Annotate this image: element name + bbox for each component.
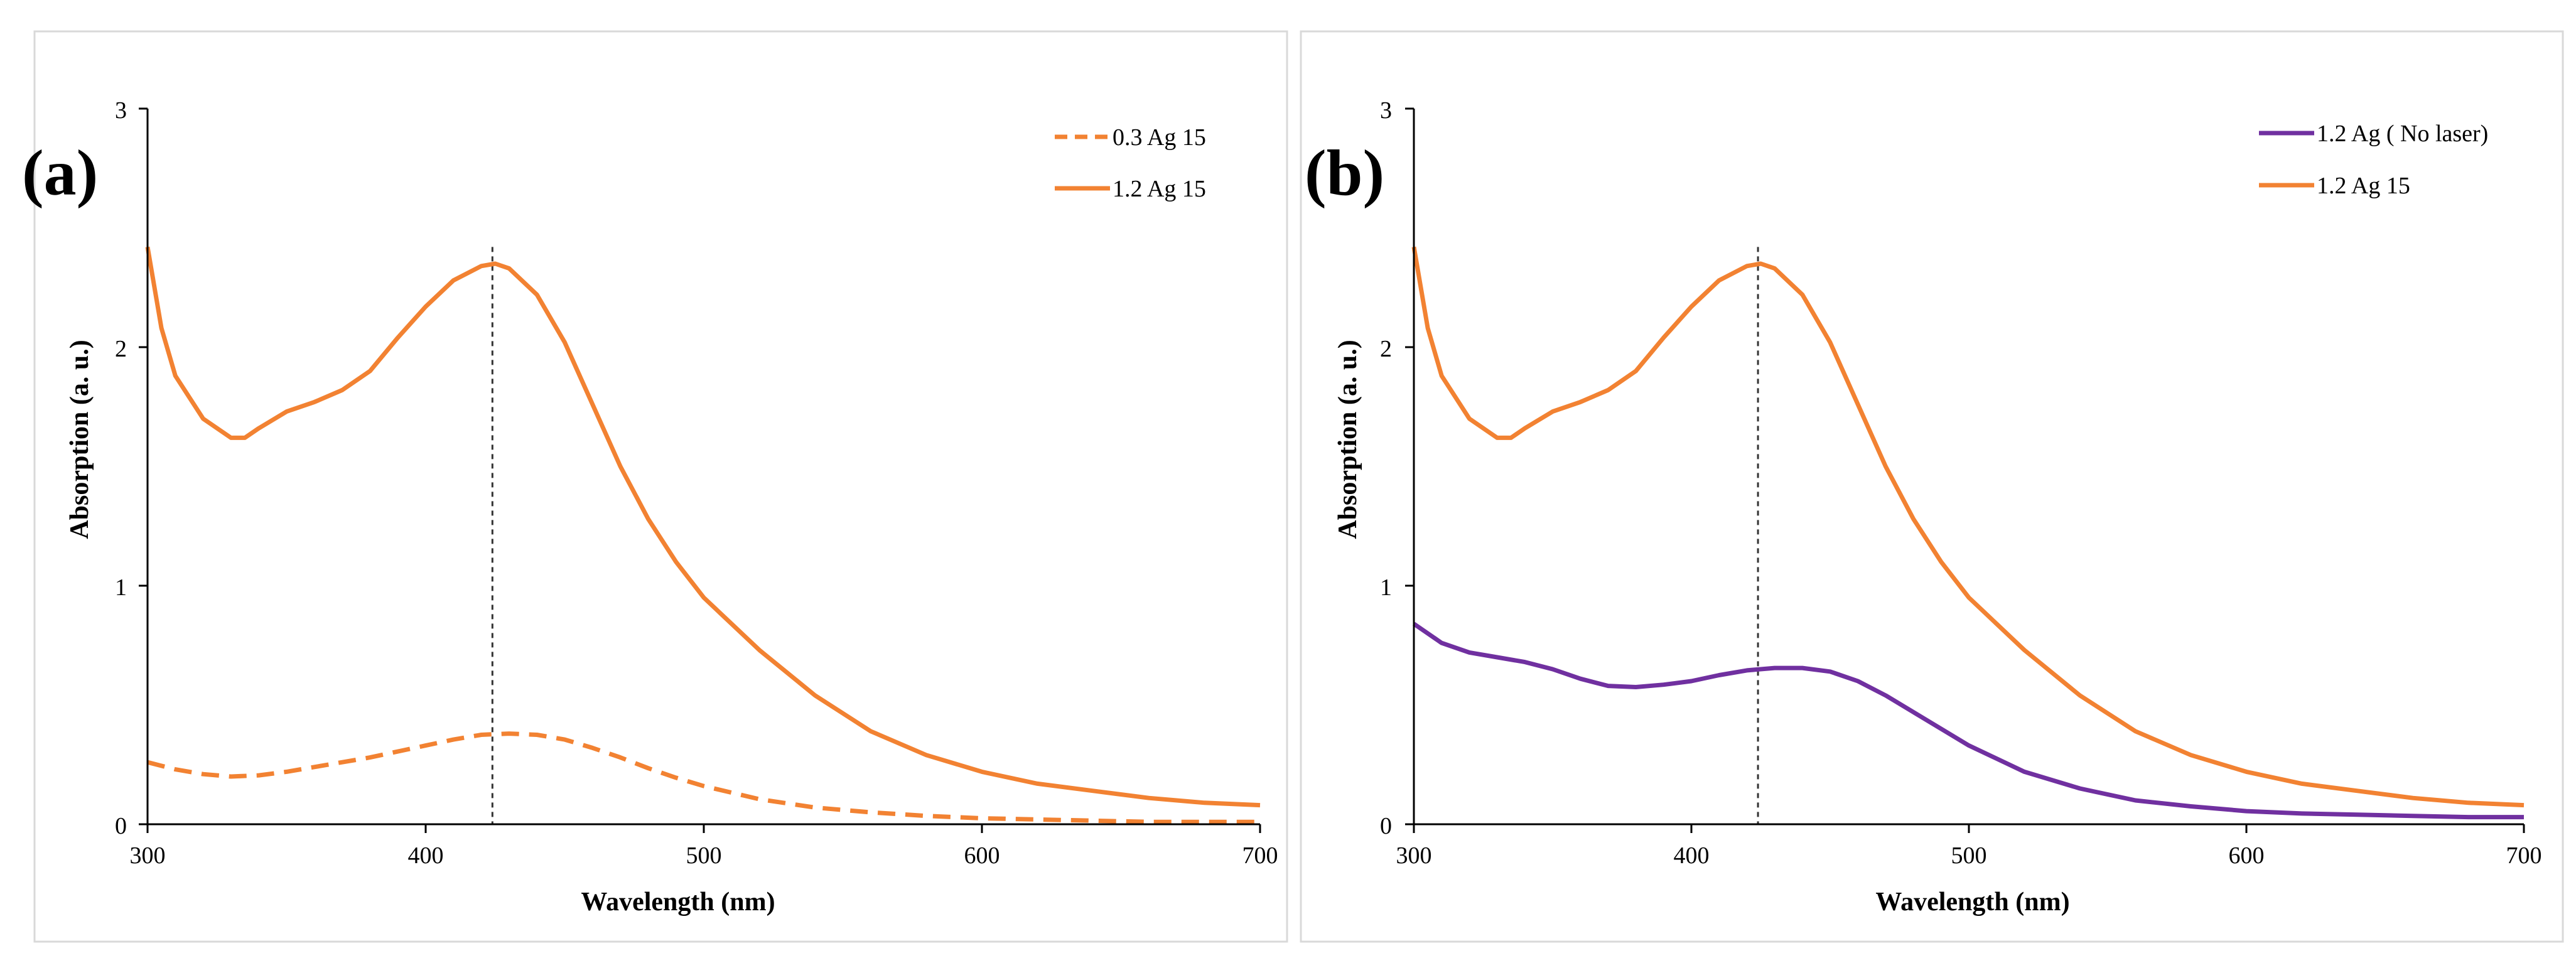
panel-b-x-tick-label: 400 [1674,842,1710,869]
panel-b-y-tick-label: 3 [1380,97,1392,124]
panel-b-legend-label: 1.2 Ag 15 [2317,173,2410,199]
panel-b-x-axis-title: Wavelength (nm) [1875,888,2069,917]
panel-a-y-tick-label: 2 [115,336,127,362]
panel-a-x-tick-label: 600 [964,842,1000,869]
panel-a-x-tick-label: 700 [1242,842,1278,869]
panel-a-legend-label: 0.3 Ag 15 [1113,124,1206,151]
panel-a-x-tick-label: 400 [408,842,444,869]
panel-b-legend: 1.2 Ag ( No laser) 1.2 Ag 15 [2259,121,2488,199]
panel-b: (b) Absorption (a. u.) Wavelength (nm) 3… [1300,30,2564,943]
panel-a-legend-label: 1.2 Ag 15 [1113,176,1206,202]
panel-a-x-tick-label: 500 [686,842,722,869]
panel-b-legend-label: 1.2 Ag ( No laser) [2317,121,2488,147]
panel-b-y-tick-label: 0 [1380,813,1392,839]
panel-b-tick-marks [1405,107,2525,833]
panel-b-y-axis-title: Absorption (a. u.) [1334,340,1362,539]
panel-a-y-tick-label: 1 [115,574,127,601]
panel-a-frame [33,30,1288,943]
panel-b-frame [1300,30,2564,943]
panel-b-x-tick-label: 300 [1396,842,1432,869]
panel-a-y-axis-title: Absorption (a. u.) [65,340,94,539]
panel-b-series-1.2-ag-15-line [1411,246,2525,808]
panel-a-y-tick-label: 3 [115,97,127,124]
panel-a-series-0.3-ag-15-line [147,731,1260,824]
panel-a-series-1.2-ag-15-line [145,246,1261,808]
panel-b-x-tick-label: 600 [2229,842,2265,869]
panel-b-x-tick-label: 700 [2506,842,2542,869]
panel-b-label: (b) [1305,137,1384,209]
panel-a-y-tick-label: 0 [115,813,127,839]
panel-a: (a) Absorption (a. u.) Wavelength (nm) 3… [22,30,1288,943]
panel-b-y-tick-label: 2 [1380,336,1392,362]
panel-a-x-axis-title: Wavelength (nm) [581,888,775,917]
panel-b-series-1.2-ag-no-laser-line [1413,621,2524,820]
panel-b-x-tick-label: 500 [1951,842,1987,869]
panel-a-label: (a) [22,137,98,209]
panel-b-y-tick-label: 1 [1380,574,1392,601]
panel-a-x-tick-label: 300 [130,842,166,869]
panel-a-legend: 0.3 Ag 15 1.2 Ag 15 [1055,124,1206,202]
panel-a-tick-marks [139,107,1261,833]
